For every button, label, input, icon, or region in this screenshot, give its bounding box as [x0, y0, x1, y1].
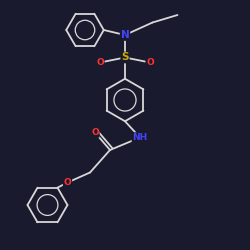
Text: O: O	[64, 178, 72, 187]
Text: O: O	[91, 128, 99, 137]
Text: O: O	[96, 58, 104, 67]
Text: O: O	[146, 58, 154, 67]
Text: S: S	[121, 52, 129, 62]
Text: NH: NH	[132, 133, 148, 142]
Text: N: N	[120, 30, 130, 40]
